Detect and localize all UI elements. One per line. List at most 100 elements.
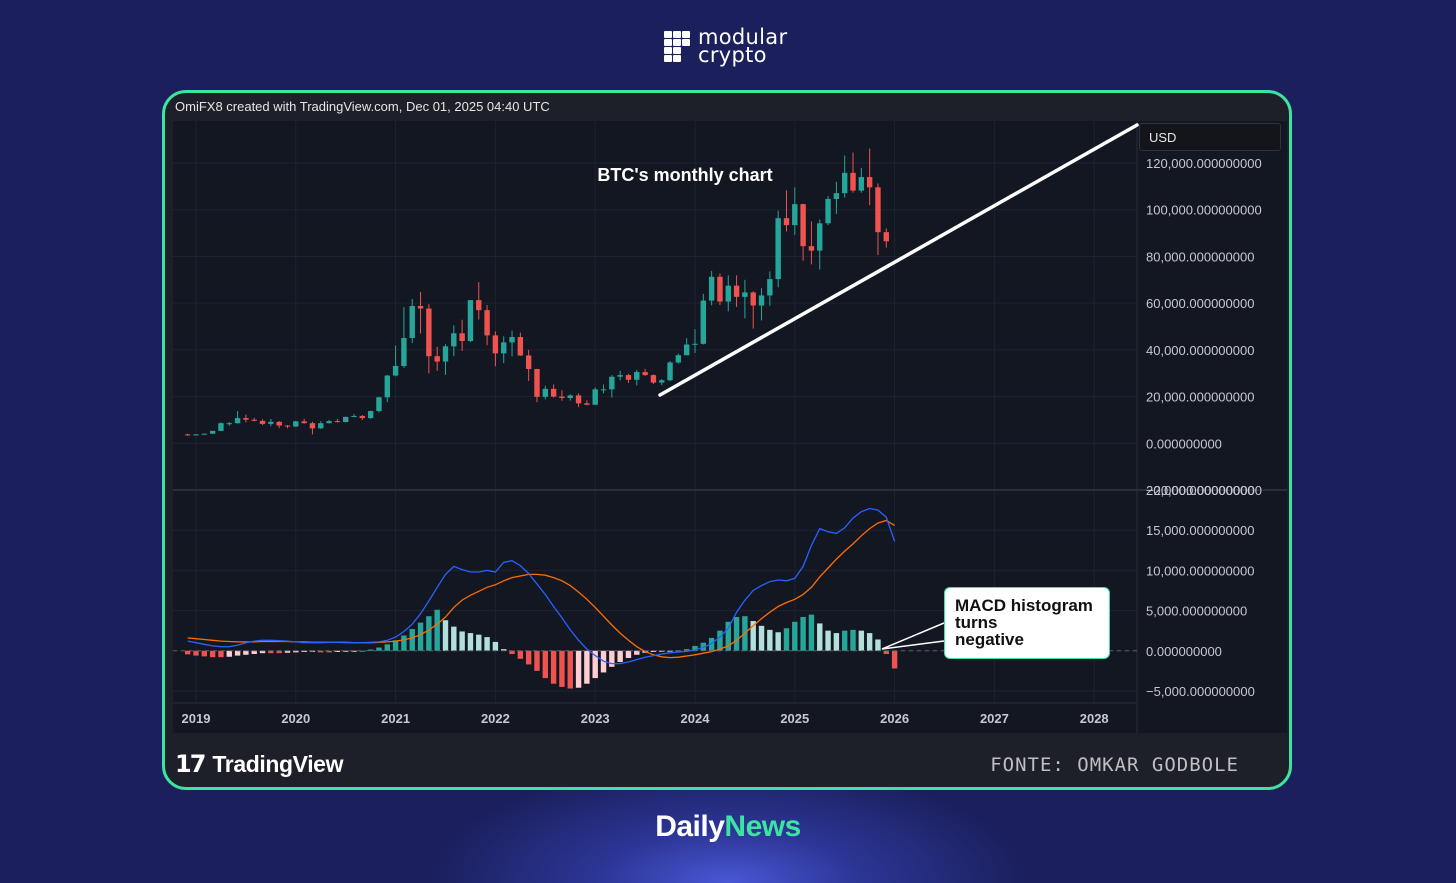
macd-tick-label: 5,000.000000000 xyxy=(1146,604,1247,619)
currency-selector[interactable]: USD xyxy=(1139,123,1281,151)
attribution: OmiFX8 created with TradingView.com, Dec… xyxy=(175,99,550,114)
histogram-bar xyxy=(243,650,249,655)
candle xyxy=(484,310,490,336)
candle xyxy=(451,333,457,347)
histogram-bar xyxy=(318,650,324,653)
price-tick-label: 120,000.000000000 xyxy=(1146,156,1262,171)
macd-line xyxy=(187,507,896,665)
histogram-bar xyxy=(842,630,848,651)
histogram-bar xyxy=(550,650,557,684)
candle xyxy=(875,187,881,233)
candle xyxy=(642,372,648,376)
histogram-bar xyxy=(717,630,723,651)
candle xyxy=(359,415,366,419)
candle xyxy=(767,279,773,296)
candle xyxy=(409,305,415,338)
histogram-bar xyxy=(800,616,806,651)
time-tick-label: 2022 xyxy=(481,711,510,726)
tradingview-logo: 17 TradingView xyxy=(175,750,343,778)
candle xyxy=(700,300,707,344)
candle xyxy=(708,276,715,301)
candle xyxy=(800,204,806,247)
candle xyxy=(567,395,573,398)
price-tick-label: 40,000.000000000 xyxy=(1146,343,1254,358)
histogram-bar xyxy=(617,650,623,663)
candle xyxy=(525,355,532,370)
histogram-bar xyxy=(808,614,815,651)
candle xyxy=(742,292,748,297)
candle xyxy=(717,276,723,302)
histogram-bar xyxy=(758,625,765,651)
time-tick-label: 2019 xyxy=(182,711,211,726)
histogram-bar xyxy=(293,650,299,653)
time-tick-label: 2026 xyxy=(880,711,909,726)
histogram-bar xyxy=(276,650,282,654)
candle xyxy=(542,388,548,397)
histogram-bar xyxy=(226,650,232,657)
candle xyxy=(384,375,390,398)
candle xyxy=(476,300,482,311)
candle xyxy=(343,416,349,423)
price-tick-label: 100,000.000000000 xyxy=(1146,203,1262,218)
candle xyxy=(201,433,208,435)
histogram-bar xyxy=(359,650,366,652)
candle xyxy=(401,337,407,366)
tradingview-name: TradingView xyxy=(212,750,344,777)
histogram-bar xyxy=(584,650,590,684)
candle xyxy=(617,375,623,377)
candle xyxy=(842,172,848,194)
histogram-bar xyxy=(708,637,715,651)
histogram-bar xyxy=(609,650,615,667)
trendline xyxy=(658,123,1139,397)
candle xyxy=(792,204,798,226)
candle xyxy=(467,300,474,341)
chart-card: 120,000.000000000 100,000.000000000 80,000… xyxy=(162,90,1292,790)
histogram-bar xyxy=(891,650,898,669)
histogram-bar xyxy=(683,649,690,651)
histogram-bar xyxy=(392,640,399,651)
candle xyxy=(550,388,557,397)
time-axis: 2019 2020 2021 2022 2023 2024 2025 2026 2027 2028 xyxy=(182,711,1109,726)
candle xyxy=(733,285,740,297)
candle xyxy=(625,375,632,380)
macd-tick-label: −5,000.000000000 xyxy=(1146,684,1255,699)
histogram-bar xyxy=(525,650,532,665)
time-tick-label: 2024 xyxy=(681,711,711,726)
candle xyxy=(817,223,823,251)
macd-tick-label: 20,000.000000000 xyxy=(1146,483,1254,498)
candle xyxy=(492,335,499,354)
candle xyxy=(376,397,382,412)
daily-news-brand: DailyNews xyxy=(655,810,801,843)
candle xyxy=(825,199,831,224)
time-tick-label: 2023 xyxy=(581,711,610,726)
histogram-bar xyxy=(334,650,341,652)
candle xyxy=(808,246,815,251)
price-axis: 120,000.000000000 100,000.000000000 80,000… xyxy=(1146,156,1262,498)
brand-mark-icon xyxy=(664,30,690,62)
histogram-bar xyxy=(501,649,507,651)
candle xyxy=(367,411,374,419)
candles xyxy=(184,148,889,436)
candle xyxy=(683,344,690,356)
histogram-bar xyxy=(193,650,199,656)
histogram-bar xyxy=(883,650,889,654)
source-credit: FONTE: OMKAR GODBOLE xyxy=(990,754,1239,776)
candle xyxy=(259,420,266,424)
candle xyxy=(650,375,657,383)
time-tick-label: 2028 xyxy=(1080,711,1109,726)
histogram-bar xyxy=(733,616,740,651)
candle xyxy=(276,421,282,426)
histogram-bar xyxy=(542,650,548,679)
candle xyxy=(667,362,673,381)
histogram-bar xyxy=(201,650,208,657)
candle xyxy=(501,342,507,354)
candle xyxy=(326,421,332,424)
histogram-bar xyxy=(343,650,349,652)
brand-logo: modular crypto xyxy=(664,27,787,66)
candle xyxy=(459,333,465,341)
callout-pointer-2 xyxy=(881,640,945,650)
tradingview-mark-icon: 17 xyxy=(175,750,206,778)
candle xyxy=(575,395,582,404)
histogram-bar xyxy=(509,650,515,654)
histogram-bar xyxy=(792,621,798,651)
